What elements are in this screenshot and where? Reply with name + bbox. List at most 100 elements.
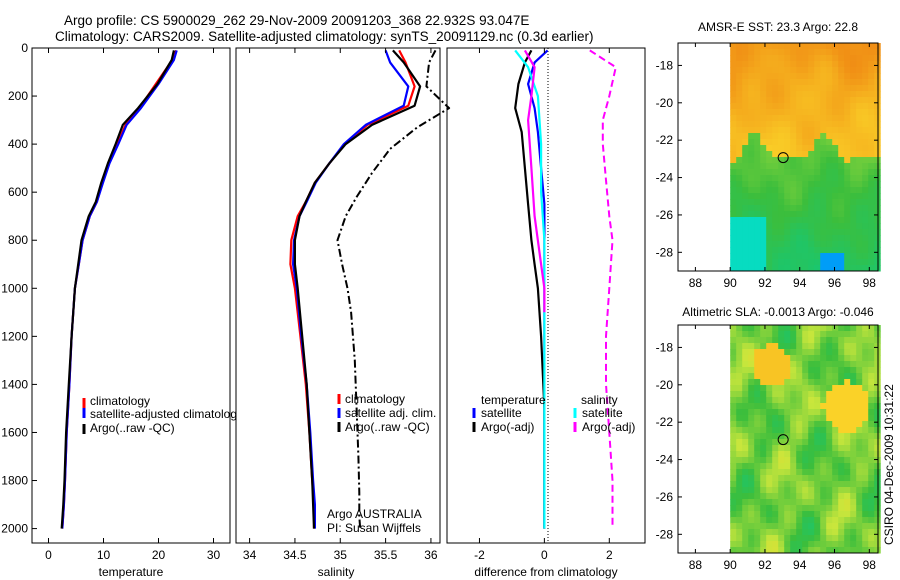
heatmap-cell <box>820 511 827 518</box>
heatmap-cell <box>796 193 803 200</box>
heatmap-cell <box>814 367 821 374</box>
heatmap-cell <box>862 517 869 524</box>
heatmap-cell <box>742 151 749 158</box>
heatmap-cell <box>850 67 857 74</box>
heatmap-cell <box>736 103 743 110</box>
heatmap-cell <box>832 535 839 542</box>
heatmap-cell <box>748 229 755 236</box>
heatmap-cell <box>814 115 821 122</box>
heatmap-cell <box>850 217 857 224</box>
heatmap-cell <box>730 121 737 128</box>
heatmap-cell <box>730 199 737 206</box>
heatmap-cell <box>862 55 869 62</box>
heatmap-cell <box>832 235 839 242</box>
heatmap-cell <box>808 541 815 548</box>
heatmap-cell <box>754 115 761 122</box>
heatmap-cell <box>844 415 851 422</box>
heatmap-cell <box>808 235 815 242</box>
heatmap-cell <box>754 421 761 428</box>
heatmap-cell <box>730 415 737 422</box>
heatmap-cell <box>790 109 797 116</box>
heatmap-cell <box>730 325 737 332</box>
heatmap-cell <box>784 229 791 236</box>
heatmap-cell <box>820 205 827 212</box>
heatmap-cell <box>856 223 863 230</box>
heatmap-cell <box>748 451 755 458</box>
heatmap-cell <box>772 127 779 134</box>
heatmap-cell <box>778 331 785 338</box>
heatmap-cell <box>760 223 767 230</box>
heatmap-cell <box>832 463 839 470</box>
heatmap-cell <box>820 487 827 494</box>
heatmap-cell <box>874 361 881 368</box>
x-tick-label: 94 <box>793 558 807 572</box>
heatmap-cell <box>790 487 797 494</box>
heatmap-cell <box>742 493 749 500</box>
heatmap-cell <box>826 451 833 458</box>
heatmap-cell <box>856 55 863 62</box>
heatmap-cell <box>766 85 773 92</box>
heatmap-cell <box>748 163 755 170</box>
heatmap-cell <box>850 529 857 536</box>
heatmap-cell <box>790 355 797 362</box>
heatmap-cell <box>814 463 821 470</box>
heatmap-cell <box>790 163 797 170</box>
heatmap-cell <box>736 235 743 242</box>
heatmap-cell <box>742 259 749 266</box>
heatmap-cell <box>832 151 839 158</box>
heatmap-cell <box>778 445 785 452</box>
heatmap-cell <box>748 325 755 332</box>
heatmap-cell <box>874 61 881 68</box>
heatmap-cell <box>862 469 869 476</box>
heatmap-cell <box>874 541 881 548</box>
heatmap-cell <box>760 163 767 170</box>
heatmap-cell <box>856 325 863 332</box>
heatmap-cell <box>760 385 767 392</box>
heatmap-cell <box>832 457 839 464</box>
heatmap-cell <box>742 349 749 356</box>
heatmap-cell <box>844 139 851 146</box>
heatmap-cell <box>808 49 815 56</box>
heatmap-cell <box>790 205 797 212</box>
heatmap-cell <box>790 61 797 68</box>
heatmap-cell <box>826 211 833 218</box>
heatmap-cell <box>838 85 845 92</box>
heatmap-cell <box>772 385 779 392</box>
heatmap-cell <box>826 511 833 518</box>
heatmap-cell <box>736 343 743 350</box>
heatmap-cell <box>862 493 869 500</box>
heatmap-cell <box>802 145 809 152</box>
heatmap-cell <box>748 241 755 248</box>
heatmap-cell <box>802 331 809 338</box>
heatmap-cell <box>736 475 743 482</box>
heatmap-cell <box>802 361 809 368</box>
heatmap-cell <box>736 199 743 206</box>
heatmap-cell <box>760 433 767 440</box>
heatmap-cell <box>748 481 755 488</box>
heatmap-cell <box>808 409 815 416</box>
heatmap-cell <box>796 241 803 248</box>
heatmap-cell <box>814 523 821 530</box>
heatmap-cell <box>790 193 797 200</box>
heatmap-cell <box>820 451 827 458</box>
heatmap-cell <box>754 211 761 218</box>
heatmap-cell <box>802 547 809 554</box>
heatmap-cell <box>808 91 815 98</box>
heatmap-cell <box>778 433 785 440</box>
heatmap-cell <box>832 211 839 218</box>
heatmap-cell <box>868 127 875 134</box>
float-location-marker <box>777 152 789 164</box>
heatmap-cell <box>808 109 815 116</box>
heatmap-cell <box>814 199 821 206</box>
heatmap-cell <box>826 85 833 92</box>
heatmap-cell <box>784 445 791 452</box>
heatmap-cell <box>844 433 851 440</box>
heatmap-cell <box>736 541 743 548</box>
heatmap-cell <box>796 217 803 224</box>
heatmap-cell <box>856 499 863 506</box>
heatmap-cell <box>760 481 767 488</box>
heatmap-cell <box>868 463 875 470</box>
heatmap-cell <box>778 457 785 464</box>
heatmap-cell <box>772 211 779 218</box>
heatmap-cell <box>820 181 827 188</box>
